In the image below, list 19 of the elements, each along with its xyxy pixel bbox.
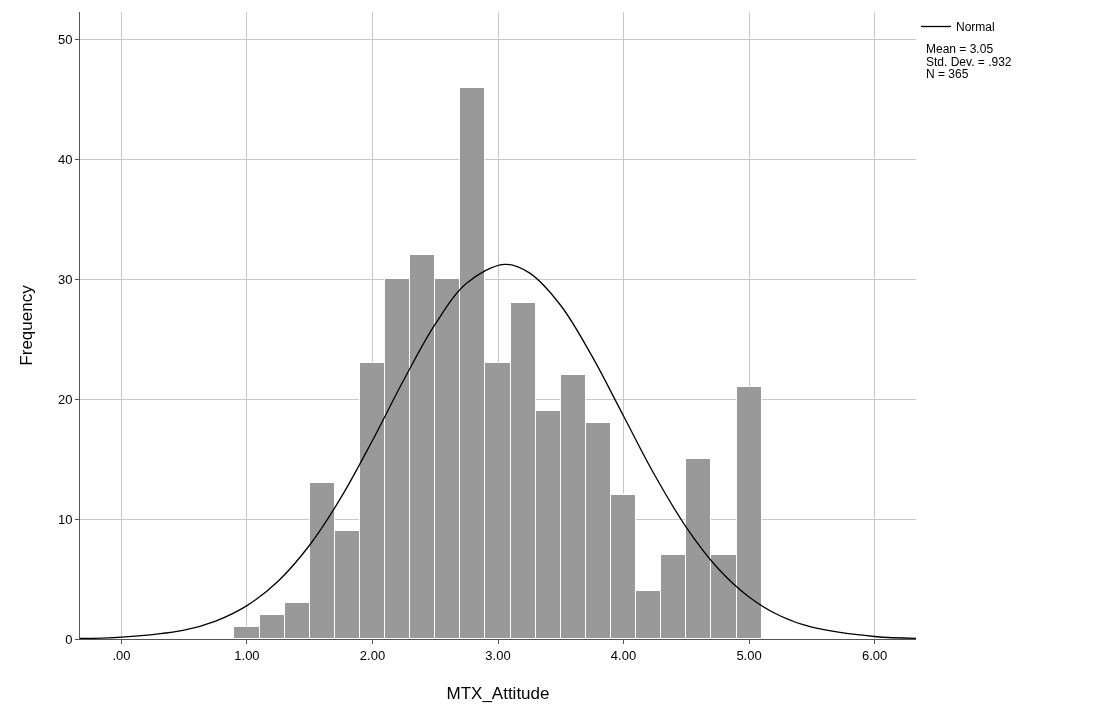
x-tick-label: 2.00 — [359, 647, 386, 663]
x-tick-label: 3.00 — [485, 647, 511, 663]
y-tick-label: 0 — [65, 631, 73, 647]
y-tick-label: 30 — [57, 271, 73, 287]
y-axis-title: Frequency — [17, 284, 37, 366]
x-tick-label: 6.00 — [861, 647, 888, 663]
y-tick-label: 50 — [57, 32, 73, 48]
y-tick-label: 10 — [57, 511, 73, 527]
text: N = 365 — [926, 67, 969, 81]
x-tick-label: 1.00 — [234, 647, 260, 663]
y-tick-label: 40 — [57, 152, 73, 168]
x-tick-label: 5.00 — [736, 647, 762, 663]
text: Std. Dev. = .932 — [926, 55, 1012, 69]
x-tick-label: .00 — [112, 647, 131, 663]
y-tick-label: 20 — [57, 391, 73, 407]
legend-label: Normal — [956, 20, 995, 35]
x-tick-label: 4.00 — [610, 647, 637, 663]
x-axis-title: MTX_Attitude — [446, 684, 550, 703]
text: Mean = 3.05 — [926, 42, 994, 56]
